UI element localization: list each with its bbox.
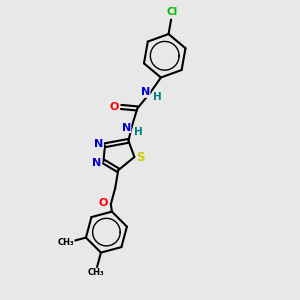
Text: CH₃: CH₃	[58, 238, 74, 247]
Text: CH₃: CH₃	[87, 268, 104, 277]
Text: H: H	[134, 127, 142, 137]
Text: O: O	[99, 198, 108, 208]
Text: N: N	[94, 139, 103, 149]
Text: N: N	[122, 123, 131, 133]
Text: Cl: Cl	[167, 7, 178, 17]
Text: S: S	[136, 151, 145, 164]
Text: H: H	[153, 92, 161, 102]
Text: O: O	[110, 102, 119, 112]
Text: N: N	[141, 87, 150, 97]
Text: N: N	[92, 158, 102, 168]
